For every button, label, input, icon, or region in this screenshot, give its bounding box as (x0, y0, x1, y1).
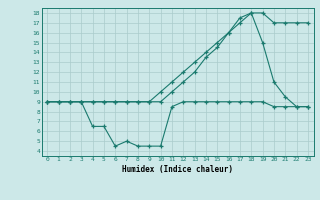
X-axis label: Humidex (Indice chaleur): Humidex (Indice chaleur) (122, 165, 233, 174)
